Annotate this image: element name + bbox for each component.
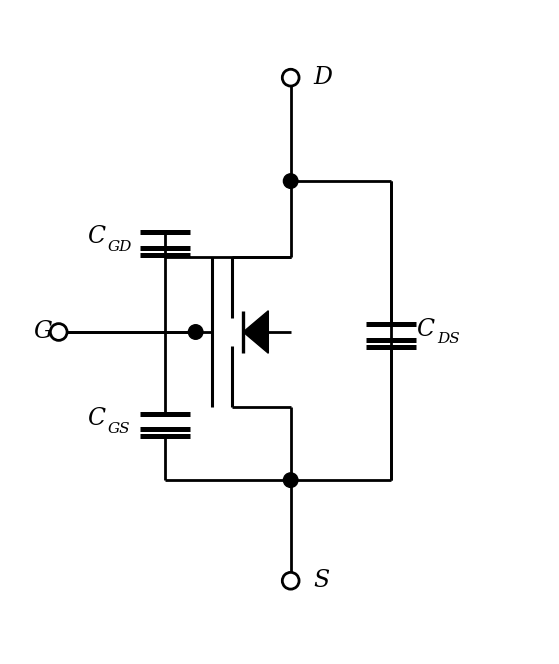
Text: D: D [313, 66, 332, 89]
Circle shape [283, 473, 298, 487]
Circle shape [282, 572, 299, 589]
Circle shape [282, 69, 299, 86]
Text: C: C [87, 226, 105, 248]
Text: C: C [416, 317, 434, 341]
Text: C: C [87, 407, 105, 430]
Polygon shape [243, 311, 268, 353]
Text: G: G [34, 321, 53, 343]
Text: S: S [313, 569, 329, 592]
Text: GD: GD [108, 240, 132, 254]
Circle shape [188, 325, 203, 339]
Text: GS: GS [108, 422, 130, 436]
Circle shape [283, 174, 298, 189]
Text: DS: DS [438, 332, 461, 346]
Circle shape [50, 323, 67, 341]
